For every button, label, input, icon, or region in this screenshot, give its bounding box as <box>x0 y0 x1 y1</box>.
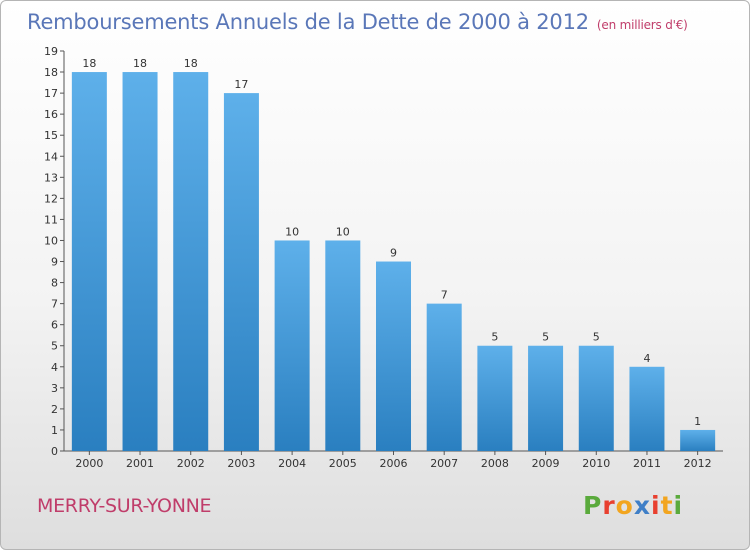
x-tick-label-2005: 2005 <box>329 457 357 470</box>
x-tick-label-2006: 2006 <box>380 457 408 470</box>
bar-2002 <box>173 72 209 451</box>
x-tick-label-2009: 2009 <box>532 457 560 470</box>
bar-2005 <box>325 240 361 451</box>
logo-letter: r <box>602 491 616 520</box>
y-tick-label: 0 <box>51 445 58 458</box>
x-tick-label-2007: 2007 <box>430 457 458 470</box>
x-tick-label-2012: 2012 <box>684 457 712 470</box>
data-label-2001: 18 <box>133 57 147 70</box>
logo-letter: i <box>673 491 684 520</box>
x-tick-label-2003: 2003 <box>227 457 255 470</box>
commune-name: MERRY-SUR-YONNE <box>37 495 212 517</box>
y-tick-label: 15 <box>44 129 58 142</box>
x-tick-label-2010: 2010 <box>582 457 610 470</box>
bar-2011 <box>629 366 665 451</box>
bar-2009 <box>528 345 564 451</box>
bar-2001 <box>122 72 158 451</box>
x-tick-label-2011: 2011 <box>633 457 661 470</box>
y-tick-label: 9 <box>51 256 58 269</box>
data-label-2004: 10 <box>285 225 299 238</box>
y-tick-label: 3 <box>51 382 58 395</box>
data-label-2003: 17 <box>234 78 248 91</box>
y-tick-label: 5 <box>51 340 58 353</box>
bars <box>71 72 716 452</box>
y-tick-label: 4 <box>51 361 58 374</box>
data-label-2005: 10 <box>336 225 350 238</box>
y-tick-label: 10 <box>44 234 58 247</box>
x-tick-label-2002: 2002 <box>177 457 205 470</box>
y-tick-label: 8 <box>51 277 58 290</box>
y-tick-label: 19 <box>44 45 58 58</box>
y-tick-label: 16 <box>44 108 58 121</box>
y-tick-label: 1 <box>51 424 58 437</box>
bar-2006 <box>376 261 411 451</box>
data-label-2002: 18 <box>184 57 198 70</box>
y-tick-label: 11 <box>44 213 58 226</box>
data-labels: 18 18 18 17 10 10 9 7 5 5 5 4 1 <box>82 57 701 428</box>
bar-2004 <box>274 240 310 451</box>
bar-2008 <box>477 345 513 451</box>
chart-title-text: Remboursements Annuels de la Dette de 20… <box>27 10 589 34</box>
bar-2003 <box>223 93 259 452</box>
data-label-2000: 18 <box>82 57 96 70</box>
chart-subtitle: (en milliers d'€) <box>596 18 688 32</box>
bar-2000 <box>71 72 107 451</box>
x-tick-label-2000: 2000 <box>75 457 103 470</box>
data-label-2010: 5 <box>593 331 600 344</box>
bar-2007 <box>426 303 462 451</box>
y-tick-label: 12 <box>44 192 58 205</box>
chart-title: Remboursements Annuels de la Dette de 20… <box>27 10 688 34</box>
data-label-2011: 4 <box>643 352 650 365</box>
x-tick-label-2001: 2001 <box>126 457 154 470</box>
data-label-2012: 1 <box>694 415 701 428</box>
data-label-2008: 5 <box>491 331 498 344</box>
proxiti-logo: Proxiti <box>583 491 683 520</box>
logo-letter: P <box>583 491 603 520</box>
logo-letter: x <box>633 491 651 520</box>
data-label-2009: 5 <box>542 331 549 344</box>
data-label-2006: 9 <box>390 247 397 260</box>
data-label-2007: 7 <box>441 289 448 302</box>
bar-2012 <box>680 429 716 451</box>
y-tick-label: 17 <box>44 87 58 100</box>
logo-letter: t <box>660 491 674 520</box>
y-tick-label: 2 <box>51 403 58 416</box>
y-tick-label: 13 <box>44 171 58 184</box>
y-tick-label: 14 <box>44 150 58 163</box>
logo-letter: i <box>651 491 661 520</box>
y-tick-label: 18 <box>44 66 58 79</box>
y-tick-label: 6 <box>51 319 58 332</box>
x-tick-label-2004: 2004 <box>278 457 306 470</box>
y-tick-label: 7 <box>51 298 58 311</box>
bar-2010 <box>578 345 614 451</box>
x-tick-label-2008: 2008 <box>481 457 509 470</box>
logo-letter: o <box>615 491 634 520</box>
